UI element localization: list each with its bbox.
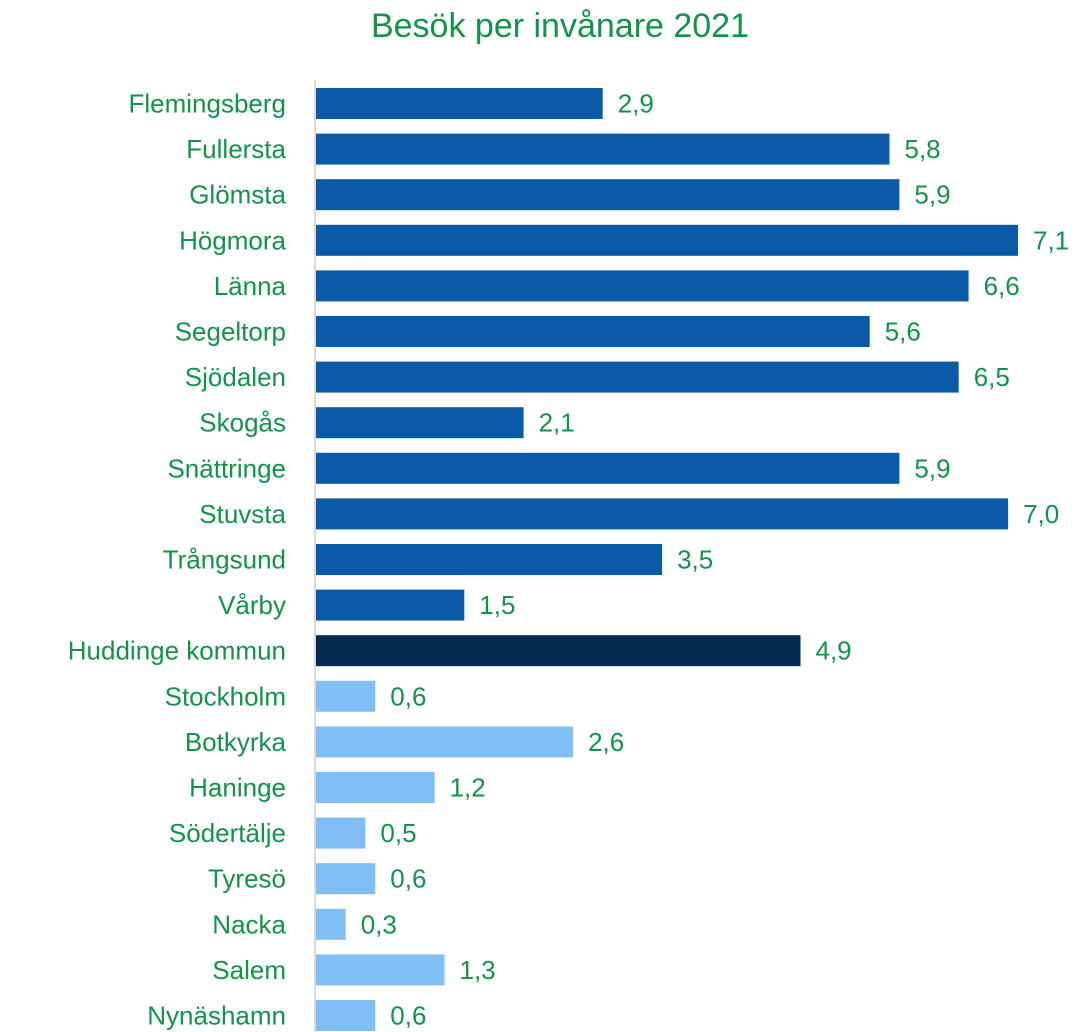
category-label-14: Botkyrka (185, 727, 287, 757)
value-label-18: 0,3 (361, 909, 397, 939)
category-label-13: Stockholm (165, 681, 286, 711)
bar-1 (316, 133, 890, 165)
bar-14 (316, 726, 574, 758)
bar-17 (316, 863, 376, 895)
bar-16 (316, 817, 366, 849)
bar-4 (316, 270, 969, 302)
value-label-12: 4,9 (816, 636, 852, 666)
category-label-12: Huddinge kommun (68, 636, 286, 666)
category-label-11: Vårby (218, 590, 286, 620)
value-label-19: 1,3 (460, 955, 496, 985)
category-label-9: Stuvsta (199, 499, 286, 529)
value-label-9: 7,0 (1023, 499, 1059, 529)
bar-9 (316, 498, 1009, 530)
category-label-1: Fullersta (186, 134, 286, 164)
value-label-10: 3,5 (677, 545, 713, 575)
value-label-7: 2,1 (539, 408, 575, 438)
bar-8 (316, 452, 900, 484)
category-label-4: Länna (214, 271, 287, 301)
value-label-3: 7,1 (1033, 225, 1069, 255)
value-label-15: 1,2 (450, 773, 486, 803)
value-label-2: 5,9 (914, 180, 950, 210)
value-label-17: 0,6 (390, 864, 426, 894)
bar-18 (316, 908, 346, 940)
value-label-5: 5,6 (885, 317, 921, 347)
bar-0 (316, 88, 603, 119)
value-label-13: 0,6 (390, 681, 426, 711)
value-label-0: 2,9 (618, 89, 654, 119)
bar-15 (316, 772, 435, 803)
value-label-16: 0,5 (380, 818, 416, 848)
category-label-20: Nynäshamn (147, 1001, 286, 1031)
value-label-14: 2,6 (588, 727, 624, 757)
category-label-0: Flemingsberg (128, 89, 286, 119)
category-label-16: Södertälje (169, 818, 286, 848)
category-label-6: Sjödalen (185, 362, 286, 392)
bar-7 (316, 407, 524, 439)
bar-12 (316, 635, 801, 667)
value-label-11: 1,5 (479, 590, 515, 620)
category-label-8: Snättringe (167, 453, 286, 483)
bar-20 (316, 1000, 376, 1031)
bars-group: Flemingsberg 2,9 Fullersta 5,8 Glömsta 5,9 Hög… (68, 88, 1069, 1031)
value-label-4: 6,6 (984, 271, 1020, 301)
category-label-15: Haninge (189, 773, 286, 803)
value-label-8: 5,9 (914, 453, 950, 483)
bar-13 (316, 680, 376, 712)
category-label-17: Tyresö (208, 864, 286, 894)
category-label-18: Nacka (212, 909, 286, 939)
bar-5 (316, 316, 870, 347)
category-label-19: Salem (212, 955, 286, 985)
category-label-3: Högmora (179, 225, 286, 255)
category-label-5: Segeltorp (175, 317, 286, 347)
value-label-6: 6,5 (974, 362, 1010, 392)
bar-19 (316, 954, 445, 986)
bar-11 (316, 589, 465, 621)
value-label-1: 5,8 (905, 134, 941, 164)
chart-title: Besök per invånare 2021 (371, 7, 749, 45)
category-label-2: Glömsta (189, 180, 286, 210)
category-label-7: Skogås (199, 408, 286, 438)
bar-3 (316, 224, 1018, 256)
bar-2 (316, 179, 900, 211)
value-label-20: 0,6 (390, 1001, 426, 1031)
bar-10 (316, 544, 663, 575)
bar-6 (316, 361, 959, 393)
category-label-10: Trångsund (163, 545, 286, 575)
